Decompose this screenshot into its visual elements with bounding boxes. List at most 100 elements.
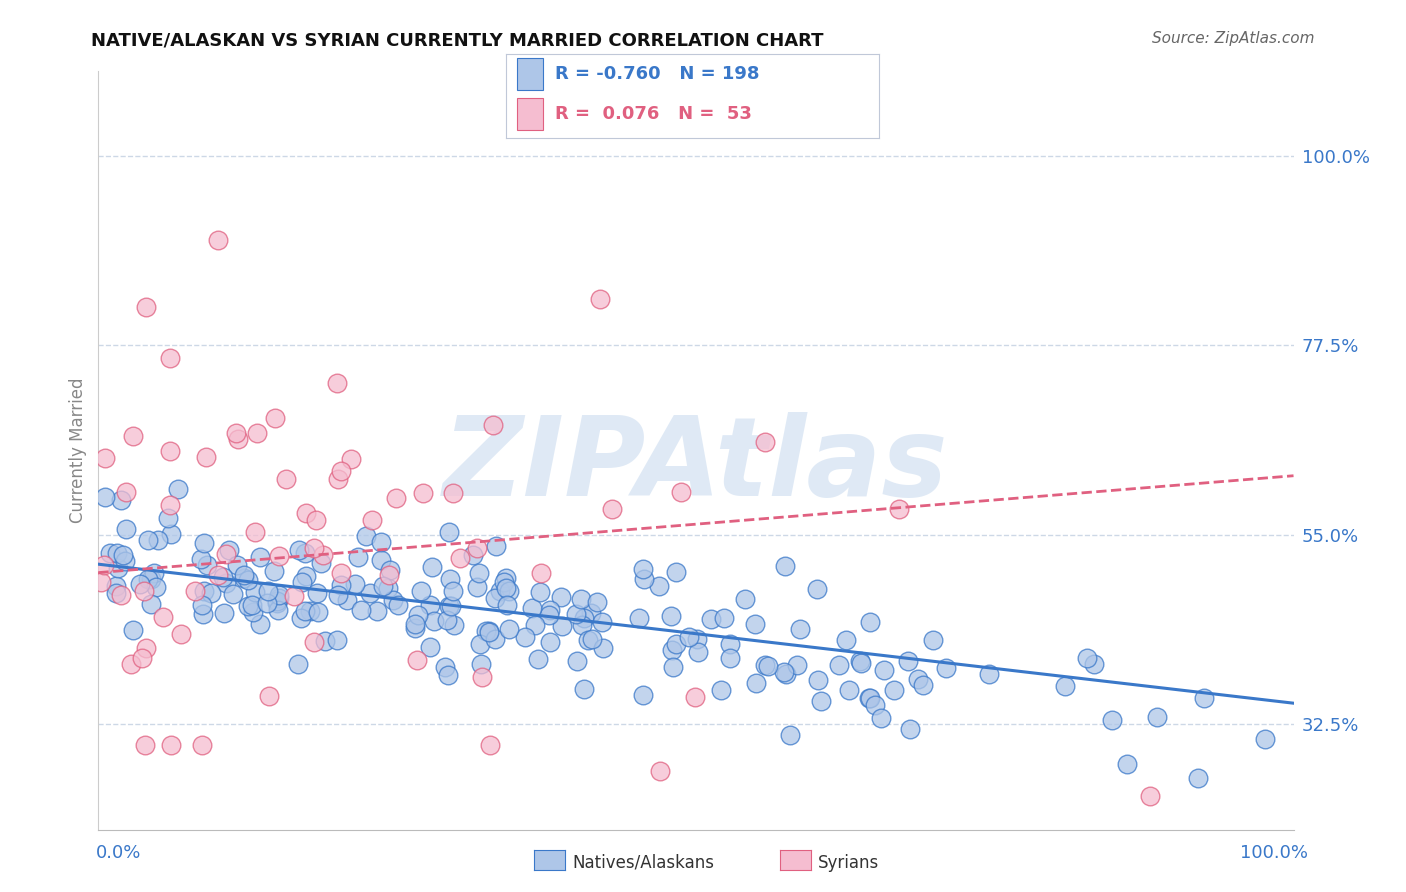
Point: [661, 643, 683, 657]
Point: [370, 552, 392, 566]
Point: [295, 506, 318, 520]
Point: [378, 563, 401, 577]
Point: [1116, 756, 1139, 771]
Point: [538, 635, 561, 649]
Point: [1083, 657, 1105, 671]
Point: [134, 739, 156, 753]
Point: [266, 596, 288, 610]
Point: [104, 586, 127, 600]
Point: [744, 616, 766, 631]
Point: [184, 584, 207, 599]
Point: [387, 599, 409, 613]
Point: [105, 546, 128, 560]
Text: Syrians: Syrians: [818, 854, 880, 871]
Point: [167, 482, 190, 496]
Point: [381, 593, 404, 607]
Point: [576, 632, 599, 647]
Point: [602, 502, 624, 516]
Point: [225, 425, 247, 440]
Point: [806, 582, 828, 596]
Point: [384, 491, 406, 506]
Point: [287, 543, 309, 558]
Point: [422, 560, 444, 574]
Point: [478, 624, 501, 639]
Point: [243, 584, 266, 599]
Point: [94, 451, 117, 466]
Point: [1254, 732, 1277, 747]
Point: [898, 722, 921, 736]
Point: [232, 567, 254, 582]
Point: [276, 472, 298, 486]
Point: [294, 546, 316, 560]
Point: [249, 617, 271, 632]
Point: [869, 711, 891, 725]
Point: [233, 571, 256, 585]
Point: [478, 739, 501, 753]
Point: [267, 588, 290, 602]
Point: [246, 426, 269, 441]
Point: [136, 533, 159, 548]
Point: [734, 591, 756, 606]
Point: [437, 599, 460, 613]
Point: [135, 641, 157, 656]
Point: [745, 676, 768, 690]
Point: [889, 502, 911, 516]
Point: [838, 683, 860, 698]
Point: [291, 575, 314, 590]
Text: ZIPAtlas: ZIPAtlas: [443, 412, 949, 519]
Point: [631, 562, 654, 576]
Point: [193, 535, 215, 549]
Point: [572, 682, 595, 697]
Point: [779, 728, 801, 742]
Point: [481, 418, 505, 433]
Point: [648, 764, 672, 778]
Point: [152, 610, 174, 624]
Point: [89, 575, 111, 590]
Text: 0.0%: 0.0%: [96, 844, 141, 862]
Point: [218, 543, 240, 558]
Point: [305, 513, 328, 527]
Point: [326, 633, 349, 648]
Point: [513, 630, 536, 644]
Point: [492, 574, 515, 589]
Point: [498, 584, 520, 599]
Point: [589, 292, 612, 306]
Text: R = -0.760   N = 198: R = -0.760 N = 198: [554, 65, 759, 83]
Point: [215, 547, 238, 561]
Point: [139, 572, 162, 586]
Point: [283, 589, 305, 603]
Point: [478, 624, 501, 639]
Point: [592, 640, 614, 655]
Point: [713, 611, 735, 625]
Point: [267, 591, 290, 606]
Point: [678, 630, 700, 644]
Point: [468, 566, 491, 580]
Point: [159, 498, 181, 512]
Point: [806, 673, 828, 687]
Point: [159, 351, 181, 365]
Point: [359, 586, 381, 600]
Point: [883, 682, 905, 697]
Point: [159, 443, 181, 458]
Point: [688, 645, 710, 659]
Point: [406, 653, 429, 667]
Point: [330, 566, 353, 581]
Point: [665, 636, 688, 650]
Point: [191, 607, 214, 622]
Point: [243, 524, 266, 539]
Point: [314, 634, 336, 648]
Point: [110, 588, 132, 602]
Point: [461, 548, 484, 562]
Point: [311, 548, 333, 562]
Point: [436, 613, 458, 627]
Point: [1053, 679, 1076, 693]
Point: [266, 593, 288, 607]
Point: [211, 570, 233, 584]
Point: [859, 691, 882, 706]
Point: [498, 623, 520, 637]
Point: [529, 585, 551, 599]
Point: [267, 603, 290, 617]
Point: [257, 584, 280, 599]
Point: [523, 617, 546, 632]
Point: [263, 564, 285, 578]
